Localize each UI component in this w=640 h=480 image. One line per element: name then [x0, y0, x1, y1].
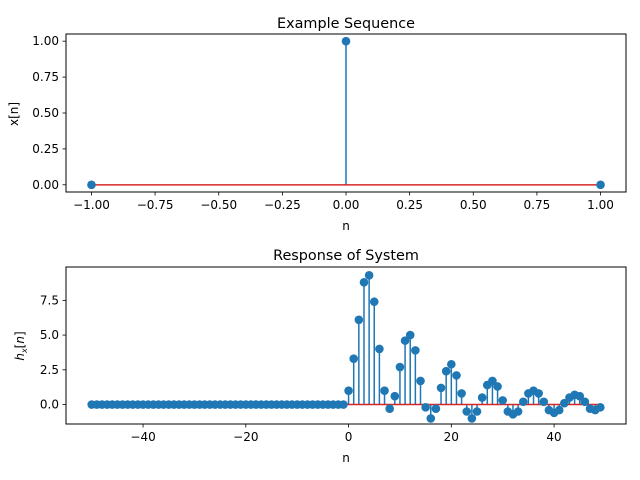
stem-marker: [498, 396, 507, 405]
x-tick-label: 40: [546, 430, 561, 444]
stem-marker: [554, 405, 564, 415]
axis-ticks: −40 −20 0 20 40 0.0 2.5 5.0 7.5: [40, 293, 562, 444]
stem-marker: [341, 36, 351, 46]
y-tick-label: 2.5: [40, 363, 59, 377]
stem-marker: [447, 359, 456, 369]
stem-marker: [513, 407, 523, 416]
x-tick-label: −1.00: [73, 198, 110, 212]
y-tick-label: 0.75: [32, 70, 59, 84]
plot-frame: [65, 266, 627, 425]
stem-marker: [354, 315, 364, 325]
stem-plot: [87, 36, 605, 190]
y-tick-label: 0.50: [32, 106, 59, 120]
stem-marker: [596, 180, 605, 190]
stem-marker: [339, 400, 348, 409]
x-tick-label: 1.00: [587, 198, 614, 212]
y-tick-label: 0.25: [32, 142, 59, 156]
stem-marker: [380, 386, 389, 395]
stem-marker: [493, 382, 502, 391]
x-tick-label: −20: [233, 430, 258, 444]
stem-marker: [395, 362, 405, 372]
stem-marker: [375, 344, 384, 354]
stem-marker: [411, 346, 420, 355]
stem-marker: [539, 397, 549, 407]
stem-marker: [457, 389, 466, 398]
stem-marker: [87, 180, 96, 190]
x-tick-label: 0.25: [396, 198, 423, 212]
subplot-example-sequence: Example Sequence n x[n] −1.00 −0.75 −0.50−…: [7, 16, 627, 233]
stem-marker: [421, 403, 430, 412]
stem-marker: [560, 398, 569, 408]
stem-marker: [596, 403, 605, 412]
stem-marker: [488, 376, 497, 386]
y-tick-label: 7.5: [40, 293, 59, 307]
stem-marker: [369, 297, 379, 307]
x-tick-label: −0.50: [200, 198, 237, 212]
y-tick-label: 0.0: [40, 398, 59, 412]
x-tick-label: −0.25: [264, 198, 301, 212]
plot-frame: [65, 33, 627, 193]
stem-marker: [580, 397, 590, 407]
stem-marker: [344, 386, 353, 395]
stem-marker: [467, 414, 477, 423]
y-axis-label: x[n]: [7, 102, 21, 126]
x-tick-label: 0.75: [524, 198, 551, 212]
stem-marker: [518, 397, 528, 407]
stem-marker: [575, 391, 585, 401]
y-axis-label: hx[n]: [13, 331, 29, 360]
x-axis-label: n: [342, 219, 350, 233]
x-axis-label: n: [342, 451, 350, 465]
stem-marker: [472, 407, 482, 416]
stem-marker: [477, 393, 487, 402]
stem-plot: [87, 271, 605, 423]
stem-marker: [462, 407, 472, 416]
y-tick-label: 5.0: [40, 328, 59, 342]
stem-marker: [452, 371, 461, 380]
stem-marker: [385, 404, 394, 414]
x-tick-label: 0.50: [460, 198, 487, 212]
x-tick-label: −0.75: [137, 198, 174, 212]
y-tick-label: 0.00: [32, 178, 59, 192]
stem-marker: [426, 414, 436, 423]
stem-marker: [390, 391, 400, 401]
stem-marker: [436, 383, 446, 393]
stem-marker: [441, 366, 451, 376]
subplot-response-of-system: Response of System n hx[n] −40 −20 0 20 40 0.…: [13, 248, 627, 465]
axis-ticks: −1.00 −0.75 −0.50 −0.25 0.00 0.25 0.50 0.75 1.00…: [32, 34, 614, 212]
x-tick-label: 0.00: [333, 198, 360, 212]
stem-marker: [431, 404, 441, 414]
x-tick-label: −40: [130, 430, 155, 444]
stem-marker: [534, 389, 543, 398]
stem-marker: [359, 277, 369, 287]
stem-marker: [405, 330, 415, 340]
stem-marker: [349, 354, 359, 363]
stem-marker: [364, 271, 374, 280]
x-tick-label: 0: [345, 430, 353, 444]
chart-title: Example Sequence: [277, 16, 415, 32]
chart-title: Response of System: [273, 248, 419, 264]
stem-marker: [400, 336, 410, 345]
y-tick-label: 1.00: [32, 34, 59, 48]
stem-marker: [416, 376, 425, 386]
x-tick-label: 20: [444, 430, 459, 444]
